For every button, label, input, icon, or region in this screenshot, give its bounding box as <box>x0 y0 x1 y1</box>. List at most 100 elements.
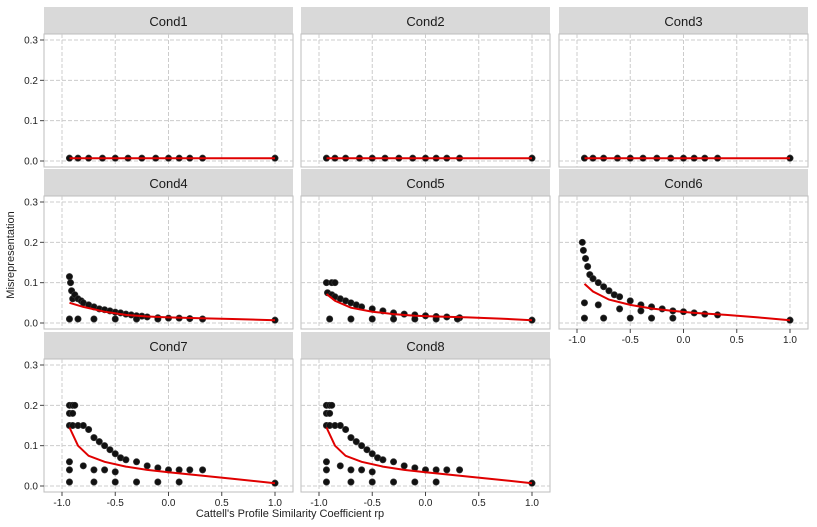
data-point <box>352 438 360 446</box>
data-point <box>65 466 73 474</box>
data-point <box>347 478 355 486</box>
data-point <box>669 314 677 322</box>
data-point <box>133 478 141 486</box>
data-point <box>101 466 109 474</box>
x-tick-label: -1.0 <box>310 498 328 509</box>
data-point <box>390 315 398 323</box>
facet-strip <box>301 7 550 34</box>
data-point <box>322 458 330 466</box>
data-point <box>637 307 645 315</box>
data-point <box>322 478 330 486</box>
data-point <box>90 478 98 486</box>
data-point <box>111 468 119 476</box>
x-tick-label: -0.5 <box>107 498 125 509</box>
data-point <box>379 456 387 464</box>
data-point <box>65 273 73 281</box>
data-point <box>69 409 77 417</box>
smooth-line <box>325 427 533 485</box>
x-tick-label: 1.0 <box>268 498 282 509</box>
x-tick-label: 0.0 <box>677 335 691 346</box>
data-point <box>65 458 73 466</box>
data-point <box>154 478 162 486</box>
facet-panel-cond1: Cond1 0.0 0.1 0.2 0.3 <box>24 7 294 168</box>
y-tick-label: 0.1 <box>24 278 38 289</box>
facet-panel-cond7: Cond7 0.0 0.1 0.2 0.3 -1.0 -0.5 0.0 0.5 1.0 <box>24 332 294 509</box>
data-point <box>328 401 336 409</box>
facet-strip-label: Cond1 <box>149 14 187 29</box>
facet-strip-label: Cond3 <box>664 14 702 29</box>
data-point <box>199 466 207 474</box>
facet-strip <box>559 7 808 34</box>
data-point <box>626 314 634 322</box>
data-point <box>390 478 398 486</box>
data-point <box>578 238 586 246</box>
data-point <box>111 478 119 486</box>
data-point <box>368 315 376 323</box>
data-point <box>368 478 376 486</box>
data-point <box>111 450 119 458</box>
y-axis-title: Misrepresentation <box>5 211 17 298</box>
data-point <box>90 315 98 323</box>
data-point <box>79 462 87 470</box>
data-point <box>95 438 103 446</box>
data-point <box>584 263 592 271</box>
facet-panel-cond5: Cond5 <box>300 169 551 330</box>
data-point <box>600 283 608 291</box>
data-point <box>322 466 330 474</box>
data-point <box>600 314 608 322</box>
y-tick-label: 0.0 <box>24 482 38 493</box>
data-point <box>390 458 398 466</box>
data-point <box>133 458 141 466</box>
data-point <box>605 287 613 295</box>
data-point <box>400 462 408 470</box>
data-point <box>616 293 624 301</box>
y-tick-label: 0.0 <box>24 319 38 330</box>
facet-strip-label: Cond6 <box>664 176 702 191</box>
data-point <box>326 315 334 323</box>
facet-strip-label: Cond4 <box>149 176 187 191</box>
data-point <box>432 466 440 474</box>
y-tick-label: 0.3 <box>24 36 38 47</box>
data-point <box>580 299 588 307</box>
x-tick-label: -0.5 <box>364 498 382 509</box>
data-point <box>432 478 440 486</box>
data-point <box>347 315 355 323</box>
x-tick-label: 1.0 <box>783 335 797 346</box>
facet-panel-cond8: Cond8 -1.0 -0.5 0.0 0.5 1.0 <box>300 332 551 509</box>
data-point <box>594 301 602 309</box>
data-point <box>368 450 376 458</box>
data-point <box>85 426 93 434</box>
data-point <box>594 279 602 287</box>
facet-panel-cond6: Cond6 -1.0 -0.5 0.0 0.5 1.0 <box>558 169 809 346</box>
smooth-line <box>325 293 533 322</box>
data-point <box>626 297 634 305</box>
data-point <box>358 466 366 474</box>
x-tick-label: 0.0 <box>162 498 176 509</box>
data-point <box>65 315 73 323</box>
data-point <box>326 409 334 417</box>
smooth-line <box>69 301 276 322</box>
data-point <box>358 442 366 450</box>
data-point <box>122 456 130 464</box>
facet-strip-label: Cond7 <box>149 339 187 354</box>
facet-strip <box>44 169 293 196</box>
data-point <box>411 478 419 486</box>
data-point <box>580 314 588 322</box>
y-tick-label: 0.1 <box>24 116 38 127</box>
data-point <box>589 275 597 283</box>
data-point <box>368 468 376 476</box>
data-point <box>79 421 87 429</box>
data-point <box>342 426 350 434</box>
data-point <box>175 466 183 474</box>
y-tick-label: 0.2 <box>24 238 38 249</box>
facet-panel-cond3: Cond3 <box>558 7 809 168</box>
y-tick-label: 0.1 <box>24 441 38 452</box>
data-point <box>111 315 119 323</box>
data-point <box>331 279 339 287</box>
data-point <box>363 446 371 454</box>
data-point <box>90 466 98 474</box>
x-tick-label: 0.5 <box>472 498 486 509</box>
x-tick-label: 1.0 <box>525 498 539 509</box>
smooth-line <box>68 427 276 485</box>
